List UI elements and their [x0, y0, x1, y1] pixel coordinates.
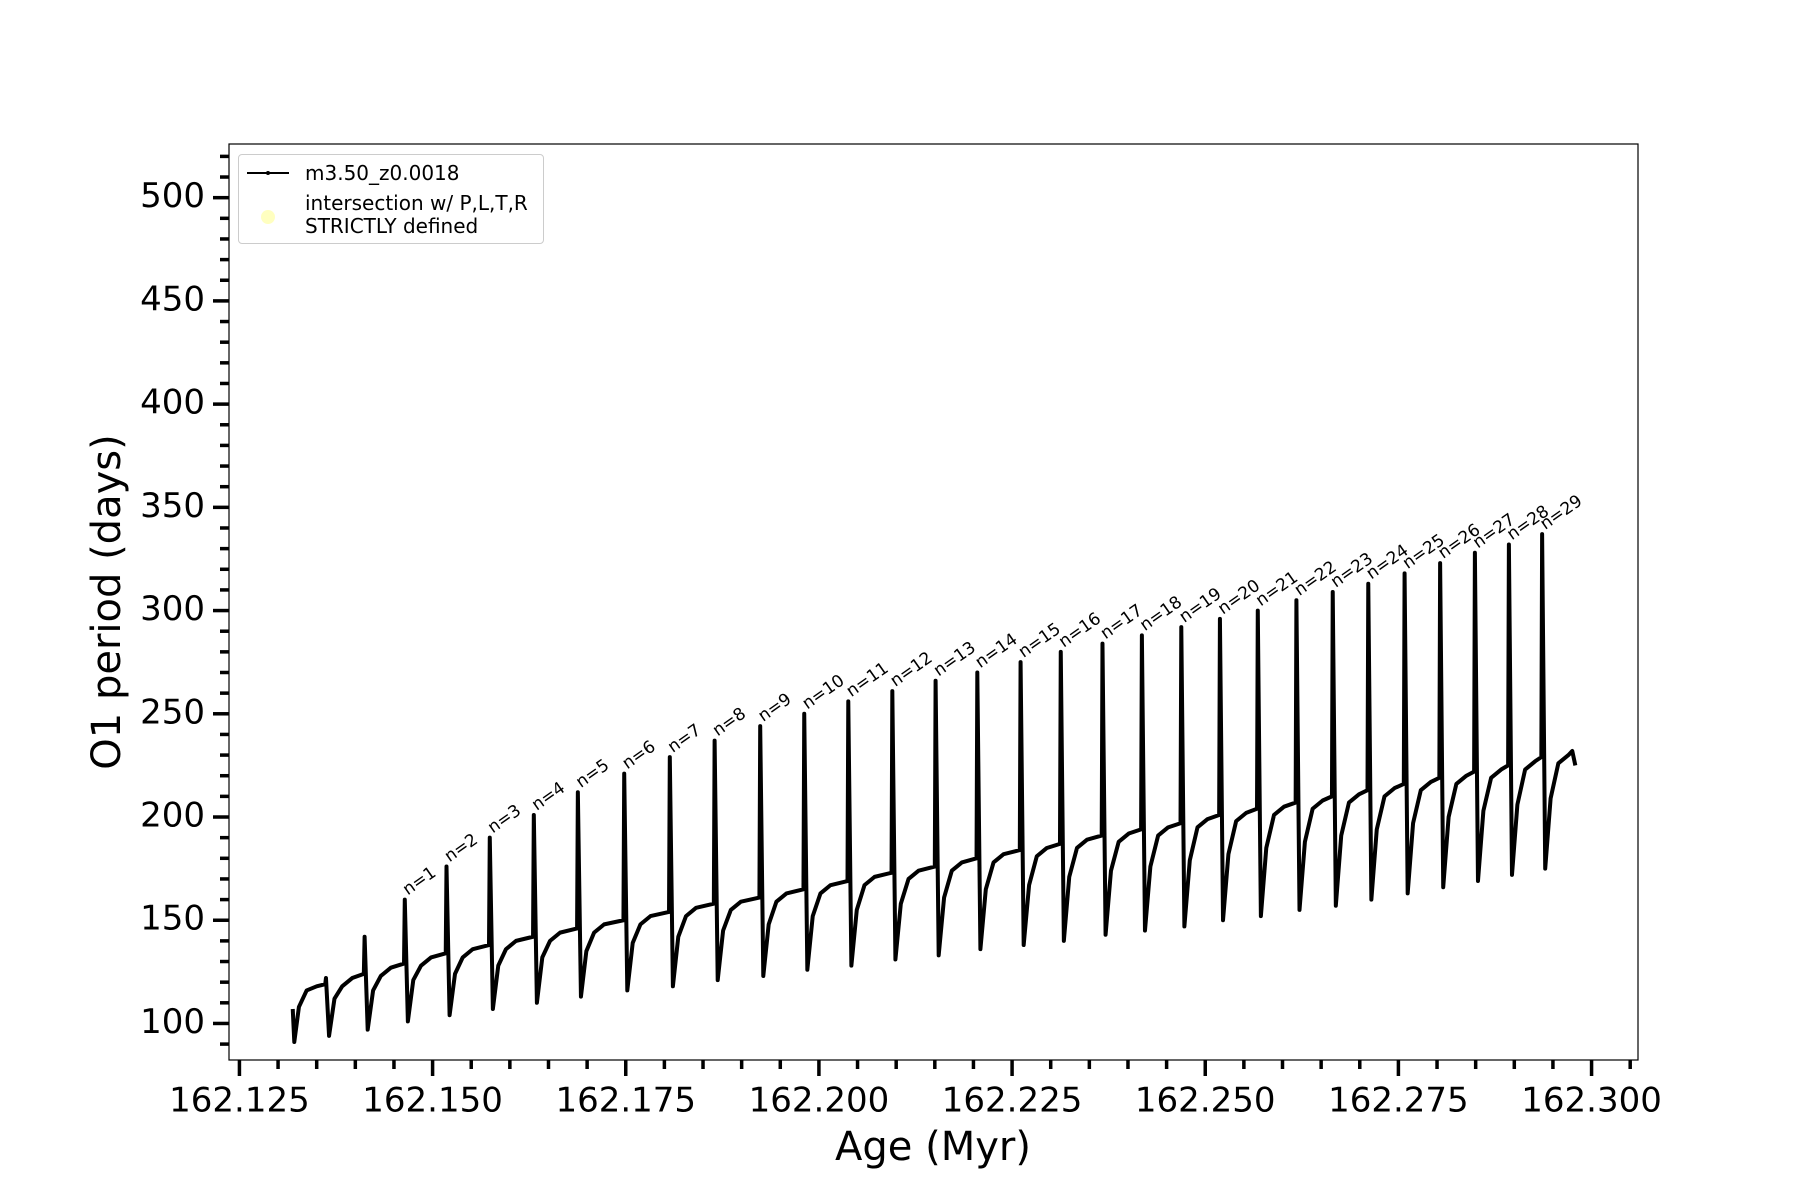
y-tick-label: 100: [140, 1002, 205, 1042]
legend-label: m3.50_z0.0018: [305, 161, 460, 185]
x-tick-label: 162.250: [1135, 1081, 1276, 1121]
x-tick-label: 162.125: [169, 1081, 310, 1121]
annotation: n=8: [709, 704, 750, 741]
x-tick-label: 162.300: [1521, 1081, 1662, 1121]
annotation: n=15: [1015, 619, 1065, 662]
series-line: [290, 532, 1578, 1045]
annotation: n=4: [528, 778, 569, 815]
annotation: n=9: [755, 689, 796, 726]
y-tick-label: 400: [140, 383, 205, 423]
legend-marker: [261, 210, 275, 224]
annotation: n=5: [572, 755, 613, 792]
legend-dot: [266, 171, 270, 175]
x-tick-label: 162.175: [555, 1081, 696, 1121]
annotation: n=1: [399, 863, 440, 900]
annotation: n=7: [664, 720, 705, 757]
plot-frame: [228, 143, 1639, 1061]
y-axis-label: O1 period (days): [84, 434, 130, 769]
y-tick-label: 500: [140, 176, 205, 216]
y-tick-label: 250: [140, 692, 205, 732]
annotation: n=14: [972, 629, 1022, 672]
y-tick-label: 450: [140, 279, 205, 319]
annotation: n=11: [843, 658, 893, 701]
y-tick-label: 300: [140, 589, 205, 629]
annotation: n=2: [441, 830, 482, 867]
y-tick-label: 150: [140, 899, 205, 939]
annotation: n=29: [1537, 491, 1587, 534]
x-tick-label: 162.150: [362, 1081, 503, 1121]
annotation: n=6: [619, 737, 660, 774]
annotation: n=10: [799, 671, 849, 714]
x-axis-label: Age (Myr): [835, 1124, 1031, 1170]
annotation: n=16: [1055, 609, 1105, 652]
annotation: n=12: [887, 648, 937, 691]
legend: m3.50_z0.0018 intersection w/ P,L,T,R ST…: [238, 154, 544, 244]
x-tick-label: 162.275: [1328, 1081, 1469, 1121]
legend-markers: [247, 171, 289, 224]
legend-label: intersection w/ P,L,T,R STRICTLY defined: [305, 191, 528, 238]
y-tick-label: 200: [140, 796, 205, 836]
annotation: n=13: [930, 638, 980, 681]
y-tick-label: 350: [140, 486, 205, 526]
x-tick-label: 162.225: [942, 1081, 1083, 1121]
x-tick-label: 162.200: [749, 1081, 890, 1121]
annotation: n=3: [484, 801, 525, 838]
